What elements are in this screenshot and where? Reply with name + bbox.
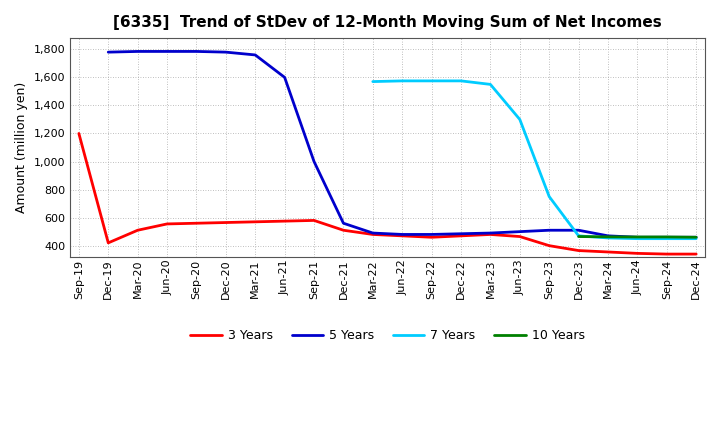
3 Years — [310, 218, 318, 223]
Legend: 3 Years, 5 Years, 7 Years, 10 Years: 3 Years, 5 Years, 7 Years, 10 Years — [185, 324, 590, 348]
7 Years — [516, 117, 524, 122]
3 Years — [516, 234, 524, 239]
5 Years — [222, 49, 230, 55]
Line: 3 Years: 3 Years — [79, 133, 696, 254]
7 Years — [545, 194, 554, 199]
5 Years — [575, 227, 583, 233]
3 Years — [427, 235, 436, 240]
5 Years — [369, 231, 377, 236]
7 Years — [456, 78, 465, 84]
5 Years — [427, 232, 436, 237]
Line: 7 Years: 7 Years — [373, 81, 696, 238]
3 Years — [339, 227, 348, 233]
5 Years — [133, 49, 142, 54]
7 Years — [662, 236, 671, 241]
3 Years — [251, 219, 259, 224]
5 Years — [339, 220, 348, 226]
3 Years — [398, 233, 407, 238]
5 Years — [662, 235, 671, 240]
10 Years — [575, 234, 583, 239]
3 Years — [280, 219, 289, 224]
Title: [6335]  Trend of StDev of 12-Month Moving Sum of Net Incomes: [6335] Trend of StDev of 12-Month Moving… — [113, 15, 662, 30]
10 Years — [603, 234, 612, 239]
5 Years — [163, 49, 171, 54]
5 Years — [486, 231, 495, 236]
3 Years — [133, 227, 142, 233]
10 Years — [692, 235, 701, 240]
5 Years — [692, 235, 701, 240]
5 Years — [280, 75, 289, 80]
7 Years — [633, 236, 642, 241]
3 Years — [575, 248, 583, 253]
3 Years — [75, 131, 84, 136]
3 Years — [369, 232, 377, 237]
7 Years — [575, 233, 583, 238]
3 Years — [662, 251, 671, 257]
5 Years — [398, 232, 407, 237]
7 Years — [427, 78, 436, 84]
10 Years — [633, 235, 642, 240]
7 Years — [369, 79, 377, 84]
10 Years — [662, 235, 671, 240]
5 Years — [516, 229, 524, 234]
7 Years — [486, 82, 495, 87]
5 Years — [104, 49, 112, 55]
3 Years — [486, 232, 495, 237]
5 Years — [192, 49, 201, 54]
7 Years — [603, 235, 612, 241]
5 Years — [633, 235, 642, 240]
3 Years — [104, 240, 112, 246]
3 Years — [603, 249, 612, 255]
3 Years — [456, 233, 465, 238]
3 Years — [222, 220, 230, 225]
Line: 5 Years: 5 Years — [108, 51, 696, 237]
7 Years — [692, 236, 701, 241]
Y-axis label: Amount (million yen): Amount (million yen) — [15, 82, 28, 213]
3 Years — [633, 251, 642, 256]
5 Years — [251, 52, 259, 58]
5 Years — [603, 233, 612, 238]
3 Years — [545, 243, 554, 248]
5 Years — [310, 159, 318, 164]
3 Years — [192, 220, 201, 226]
5 Years — [456, 231, 465, 236]
3 Years — [163, 221, 171, 227]
7 Years — [398, 78, 407, 84]
3 Years — [692, 251, 701, 257]
5 Years — [545, 227, 554, 233]
